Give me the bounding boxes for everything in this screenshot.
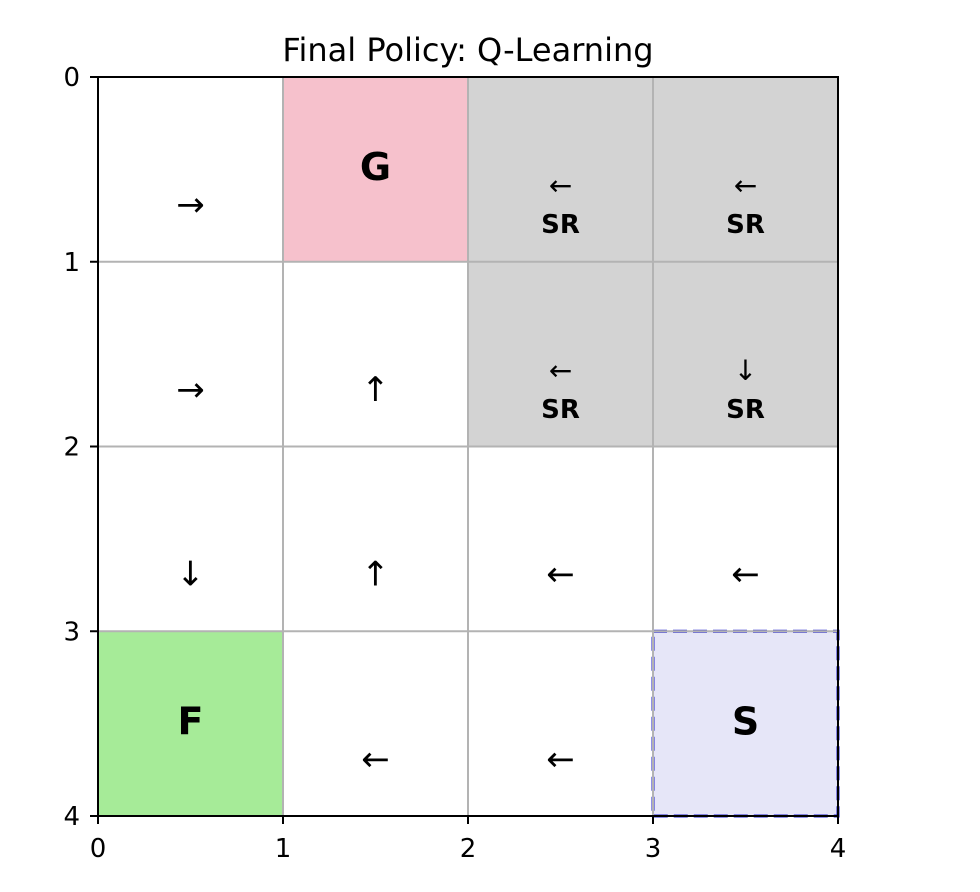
sr-label-r0-c2: SR — [541, 210, 580, 240]
y-tick-label-1: 1 — [63, 248, 80, 278]
sr-label-r0-c3: SR — [726, 210, 765, 240]
policy-arrow-r2-c3: ← — [731, 555, 760, 595]
policy-arrow-r1-c1: ↑ — [361, 370, 390, 410]
y-tick-label-0: 0 — [63, 63, 80, 93]
policy-arrow-r2-c0: ↓ — [176, 555, 205, 595]
cell-r2-c0 — [98, 446, 283, 632]
sr-label-r1-c3: SR — [726, 395, 765, 425]
policy-arrow-r2-c1: ↑ — [361, 555, 390, 595]
x-tick-label-0: 0 — [90, 834, 107, 864]
policy-arrow-r2-c2: ← — [546, 555, 575, 595]
cell-r3-c3 — [653, 631, 838, 816]
cell-label-r3-c0: F — [178, 699, 204, 743]
cell-r3-c1 — [283, 631, 468, 816]
sr-label-r1-c2: SR — [541, 395, 580, 425]
policy-arrow-r1-c2: ← — [549, 354, 572, 387]
policy-arrow-r1-c0: → — [176, 370, 205, 410]
cell-r1-c2 — [468, 261, 653, 447]
cell-r0-c1 — [283, 77, 468, 262]
cell-r3-c0 — [98, 631, 283, 816]
chart-title: Final Policy: Q-Learning — [282, 31, 653, 69]
x-tick-label-3: 3 — [645, 834, 662, 864]
cell-r0-c0 — [98, 77, 283, 262]
policy-arrow-r0-c2: ← — [549, 169, 572, 202]
cell-labels-layer: → G ← SR ← SR → ↑ ← SR ↓ SR ↓ ↑ ← ← F ← ← S — [176, 145, 765, 779]
cell-r1-c3 — [653, 261, 838, 447]
cells-layer — [98, 77, 840, 818]
cell-r1-c1 — [283, 261, 468, 447]
policy-arrow-r3-c1: ← — [361, 739, 390, 779]
cell-label-r3-c3: S — [732, 699, 759, 743]
x-tick-label-4: 4 — [830, 834, 847, 864]
cell-r1-c0 — [98, 261, 283, 447]
policy-arrow-r1-c3: ↓ — [734, 354, 757, 387]
cell-label-r0-c1: G — [360, 145, 391, 189]
cell-r0-c2 — [468, 77, 653, 262]
policy-arrow-r3-c2: ← — [546, 739, 575, 779]
x-tick-label-2: 2 — [460, 834, 477, 864]
y-tick-label-4: 4 — [63, 802, 80, 832]
x-tick-label-1: 1 — [275, 834, 292, 864]
policy-arrow-r0-c0: → — [176, 185, 205, 225]
cell-r2-c1 — [283, 446, 468, 632]
y-tick-label-3: 3 — [63, 617, 80, 647]
y-tick-label-2: 2 — [63, 433, 80, 463]
cell-r0-c3 — [653, 77, 838, 262]
cell-r3-c2 — [468, 631, 653, 816]
cell-r2-c2 — [468, 446, 653, 632]
cell-r2-c3 — [653, 446, 838, 632]
policy-arrow-r0-c3: ← — [734, 169, 757, 202]
grid-lines — [98, 77, 838, 816]
